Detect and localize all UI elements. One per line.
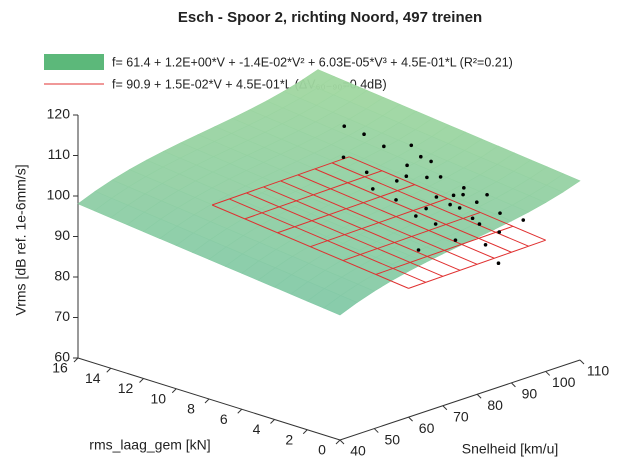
x-tick (373, 428, 379, 433)
x-tick-label: 60 (419, 420, 435, 436)
y-tick-label: 6 (220, 411, 228, 427)
data-point (448, 202, 452, 207)
x-tick-label: 80 (487, 397, 503, 413)
legend-surface: f= 61.4 + 1.2E+00*V + -1.4E-02*V² + 6.03… (112, 55, 513, 69)
data-point (429, 159, 433, 164)
data-point (424, 206, 428, 211)
x-tick (511, 382, 516, 388)
data-point (416, 248, 421, 252)
z-axis-label: Vrms [dB ref. 1e-6mm/s] (13, 164, 29, 315)
x-tick-label: 110 (587, 363, 610, 379)
y-tick-label: 8 (187, 401, 195, 417)
y-tick-label: 2 (285, 431, 293, 447)
data-point (451, 193, 456, 198)
x-tick-label: 100 (552, 374, 576, 390)
z-tick-label: 120 (47, 106, 71, 122)
y-tick-label: 12 (118, 380, 134, 396)
data-point (419, 154, 423, 159)
x-tick (579, 359, 585, 365)
data-point (414, 214, 418, 218)
plane-grid (277, 184, 415, 234)
data-point (425, 175, 429, 180)
data-point (457, 206, 462, 210)
data-point (470, 216, 475, 221)
plane-grid (342, 211, 481, 262)
plane-grid (310, 198, 448, 248)
data-point (341, 155, 346, 160)
plane-grid (244, 170, 383, 220)
z-tick-label: 60 (54, 349, 70, 365)
x-axis (339, 359, 581, 441)
y-tick (270, 419, 275, 424)
data-point (395, 179, 399, 183)
x-tick (339, 439, 345, 445)
y-tick (139, 378, 144, 383)
y-tick (335, 439, 341, 445)
data-point (521, 218, 526, 222)
data-point (498, 211, 502, 215)
y-tick-label: 14 (85, 370, 101, 386)
data-point (497, 230, 502, 234)
legend-swatch-surface (44, 54, 104, 70)
x-tick-label: 90 (522, 386, 538, 402)
data-point (483, 242, 488, 247)
x-tick-label: 50 (384, 431, 400, 447)
z-tick-label: 70 (54, 308, 70, 324)
y-axis-label: rms_laag_gem [kN] (89, 437, 210, 453)
data-point (496, 261, 501, 265)
data-point (364, 170, 369, 175)
x-tick (545, 371, 551, 376)
x-tick-label: 40 (350, 443, 366, 459)
y-tick-label: 16 (52, 360, 68, 376)
data-point (462, 186, 466, 190)
plane-grid (375, 225, 514, 275)
chart-title: Esch - Spoor 2, richting Noord, 497 trei… (178, 9, 482, 26)
y-tick (73, 357, 79, 363)
plane-grid (408, 239, 546, 289)
data-point (438, 175, 443, 179)
data-point (404, 174, 409, 178)
y-tick (204, 398, 210, 404)
z-tick-label: 110 (48, 146, 71, 162)
y-tick (237, 408, 243, 414)
data-point (362, 132, 366, 137)
x-tick (408, 416, 413, 422)
z-tick-label: 80 (54, 268, 70, 284)
data-point (474, 200, 479, 205)
plane-grid (211, 156, 350, 206)
z-tick-label: 100 (47, 187, 71, 203)
y-tick (106, 367, 112, 373)
x-tick (442, 405, 448, 411)
data-point (433, 222, 438, 226)
y-tick-label: 10 (150, 390, 166, 406)
data-point (382, 144, 386, 149)
data-point (342, 124, 347, 128)
data-point (394, 198, 398, 202)
y-tick-label: 4 (253, 421, 261, 437)
data-point (409, 143, 414, 148)
z-tick-label: 90 (54, 227, 70, 243)
data-point (477, 222, 482, 226)
y-tick (302, 429, 308, 435)
data-point (405, 163, 409, 168)
x-tick-label: 70 (453, 408, 469, 424)
x-tick (476, 393, 482, 399)
data-point (434, 195, 439, 199)
data-point (461, 192, 465, 197)
y-tick-label: 0 (318, 442, 326, 458)
data-point (485, 192, 489, 197)
data-point (371, 187, 375, 191)
data-point (453, 238, 458, 242)
surface-patch (323, 295, 358, 316)
x-axis-label: Snelheid [km/u] (462, 441, 559, 457)
y-tick (171, 388, 177, 394)
